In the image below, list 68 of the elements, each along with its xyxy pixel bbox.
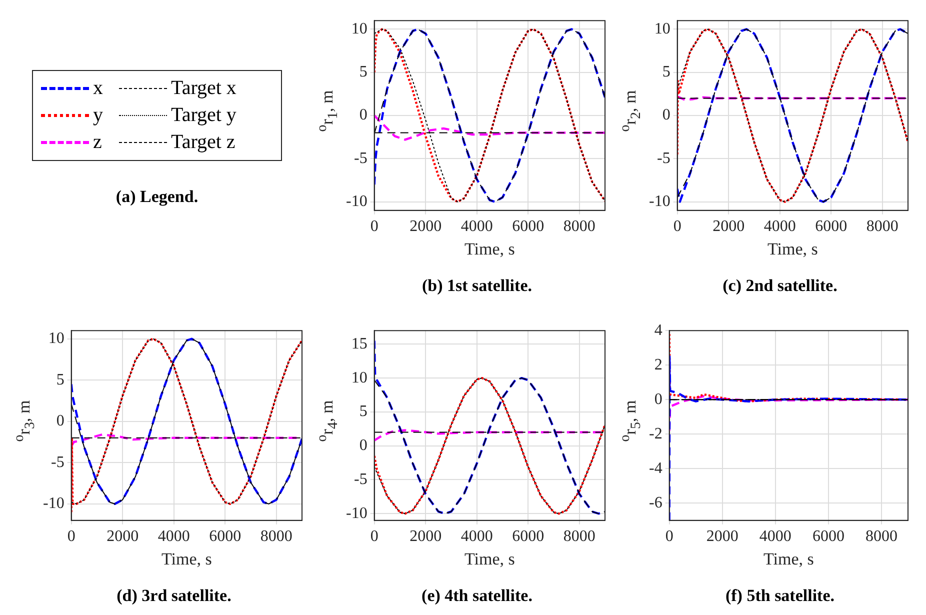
- x-tick-label: 8000: [563, 528, 596, 546]
- x-tick-label: 8000: [260, 528, 292, 546]
- legend-label: y: [93, 104, 104, 127]
- y-tick-label: 2: [654, 356, 662, 374]
- legend-label: x: [93, 77, 104, 100]
- x-tick-label: 0: [67, 528, 76, 546]
- x-tick-label: 2000: [410, 218, 442, 236]
- x-tick-label: 6000: [512, 218, 544, 236]
- y-tick-label: -6: [649, 494, 662, 512]
- text: (f) 5th satellite.: [724, 586, 836, 606]
- x-tick-label: 8000: [563, 218, 596, 236]
- x-tick-label: 2000: [106, 528, 139, 546]
- y-tick-label: -10: [346, 504, 368, 522]
- x-tick-label: 8000: [865, 528, 898, 546]
- x-tick-label: 0: [370, 528, 378, 546]
- x-tick-label: 6000: [812, 528, 844, 546]
- y-tick-label: -5: [354, 470, 368, 488]
- x-tick-label: 4000: [460, 218, 493, 236]
- text: (d) 3rd satellite.: [116, 586, 232, 606]
- x-tick-label: 8000: [866, 218, 898, 236]
- x-axis-title: Time, s: [763, 549, 814, 568]
- x-tick-label: 2000: [410, 528, 442, 546]
- y-tick-label: -5: [354, 150, 368, 167]
- y-tick-label: 0: [359, 437, 368, 454]
- y-tick-label: 10: [351, 369, 368, 386]
- x-tick-label: 4000: [764, 218, 796, 236]
- legend-label: Target z: [171, 131, 236, 154]
- y-tick-label: 10: [351, 20, 368, 38]
- y-tick-label: -5: [51, 454, 64, 471]
- y-tick-label: 0: [654, 390, 662, 408]
- y-tick-label: 5: [359, 64, 368, 81]
- y-tick-label: 5: [662, 64, 670, 81]
- x-tick-label: 4000: [759, 528, 792, 546]
- x-tick-label: 0: [673, 218, 682, 236]
- y-tick-label: 0: [662, 106, 670, 124]
- y-tick-label: 5: [56, 371, 64, 388]
- x-tick-label: 4000: [460, 528, 493, 546]
- x-tick-label: 6000: [512, 528, 544, 546]
- x-tick-label: 6000: [209, 528, 242, 546]
- x-axis-title: Time, s: [464, 239, 515, 258]
- y-tick-label: -5: [657, 150, 670, 167]
- y-tick-label: 0: [359, 106, 368, 124]
- x-tick-label: 4000: [158, 528, 190, 546]
- y-tick-label: 10: [654, 20, 670, 38]
- y-tick-label: -4: [649, 460, 662, 477]
- y-tick-label: 0: [56, 412, 64, 430]
- text: (e) 4th satellite.: [420, 586, 534, 606]
- x-tick-label: 2000: [706, 528, 738, 546]
- legend-label: z: [93, 131, 103, 154]
- text: (b) 1st satellite.: [420, 276, 533, 296]
- y-tick-label: 15: [351, 335, 368, 352]
- y-tick-label: 5: [359, 403, 368, 420]
- y-tick-label: 4: [654, 322, 662, 339]
- x-axis-title: Time, s: [767, 239, 818, 258]
- x-axis-title: Time, s: [161, 549, 212, 568]
- x-tick-label: 2000: [712, 218, 745, 236]
- y-tick-label: -10: [43, 495, 64, 512]
- y-tick-label: 10: [48, 330, 64, 348]
- legend-label: Target x: [171, 77, 238, 100]
- y-tick-label: -10: [649, 192, 670, 210]
- y-tick-label: -10: [346, 192, 368, 210]
- legend-label: Target y: [171, 104, 238, 127]
- x-tick-label: 0: [370, 218, 378, 236]
- x-tick-label: 6000: [815, 218, 848, 236]
- legend-title: (a) Legend.: [114, 187, 200, 207]
- x-axis-title: Time, s: [464, 549, 515, 568]
- y-tick-label: -2: [649, 425, 662, 442]
- text: (c) 2nd satellite.: [722, 276, 838, 296]
